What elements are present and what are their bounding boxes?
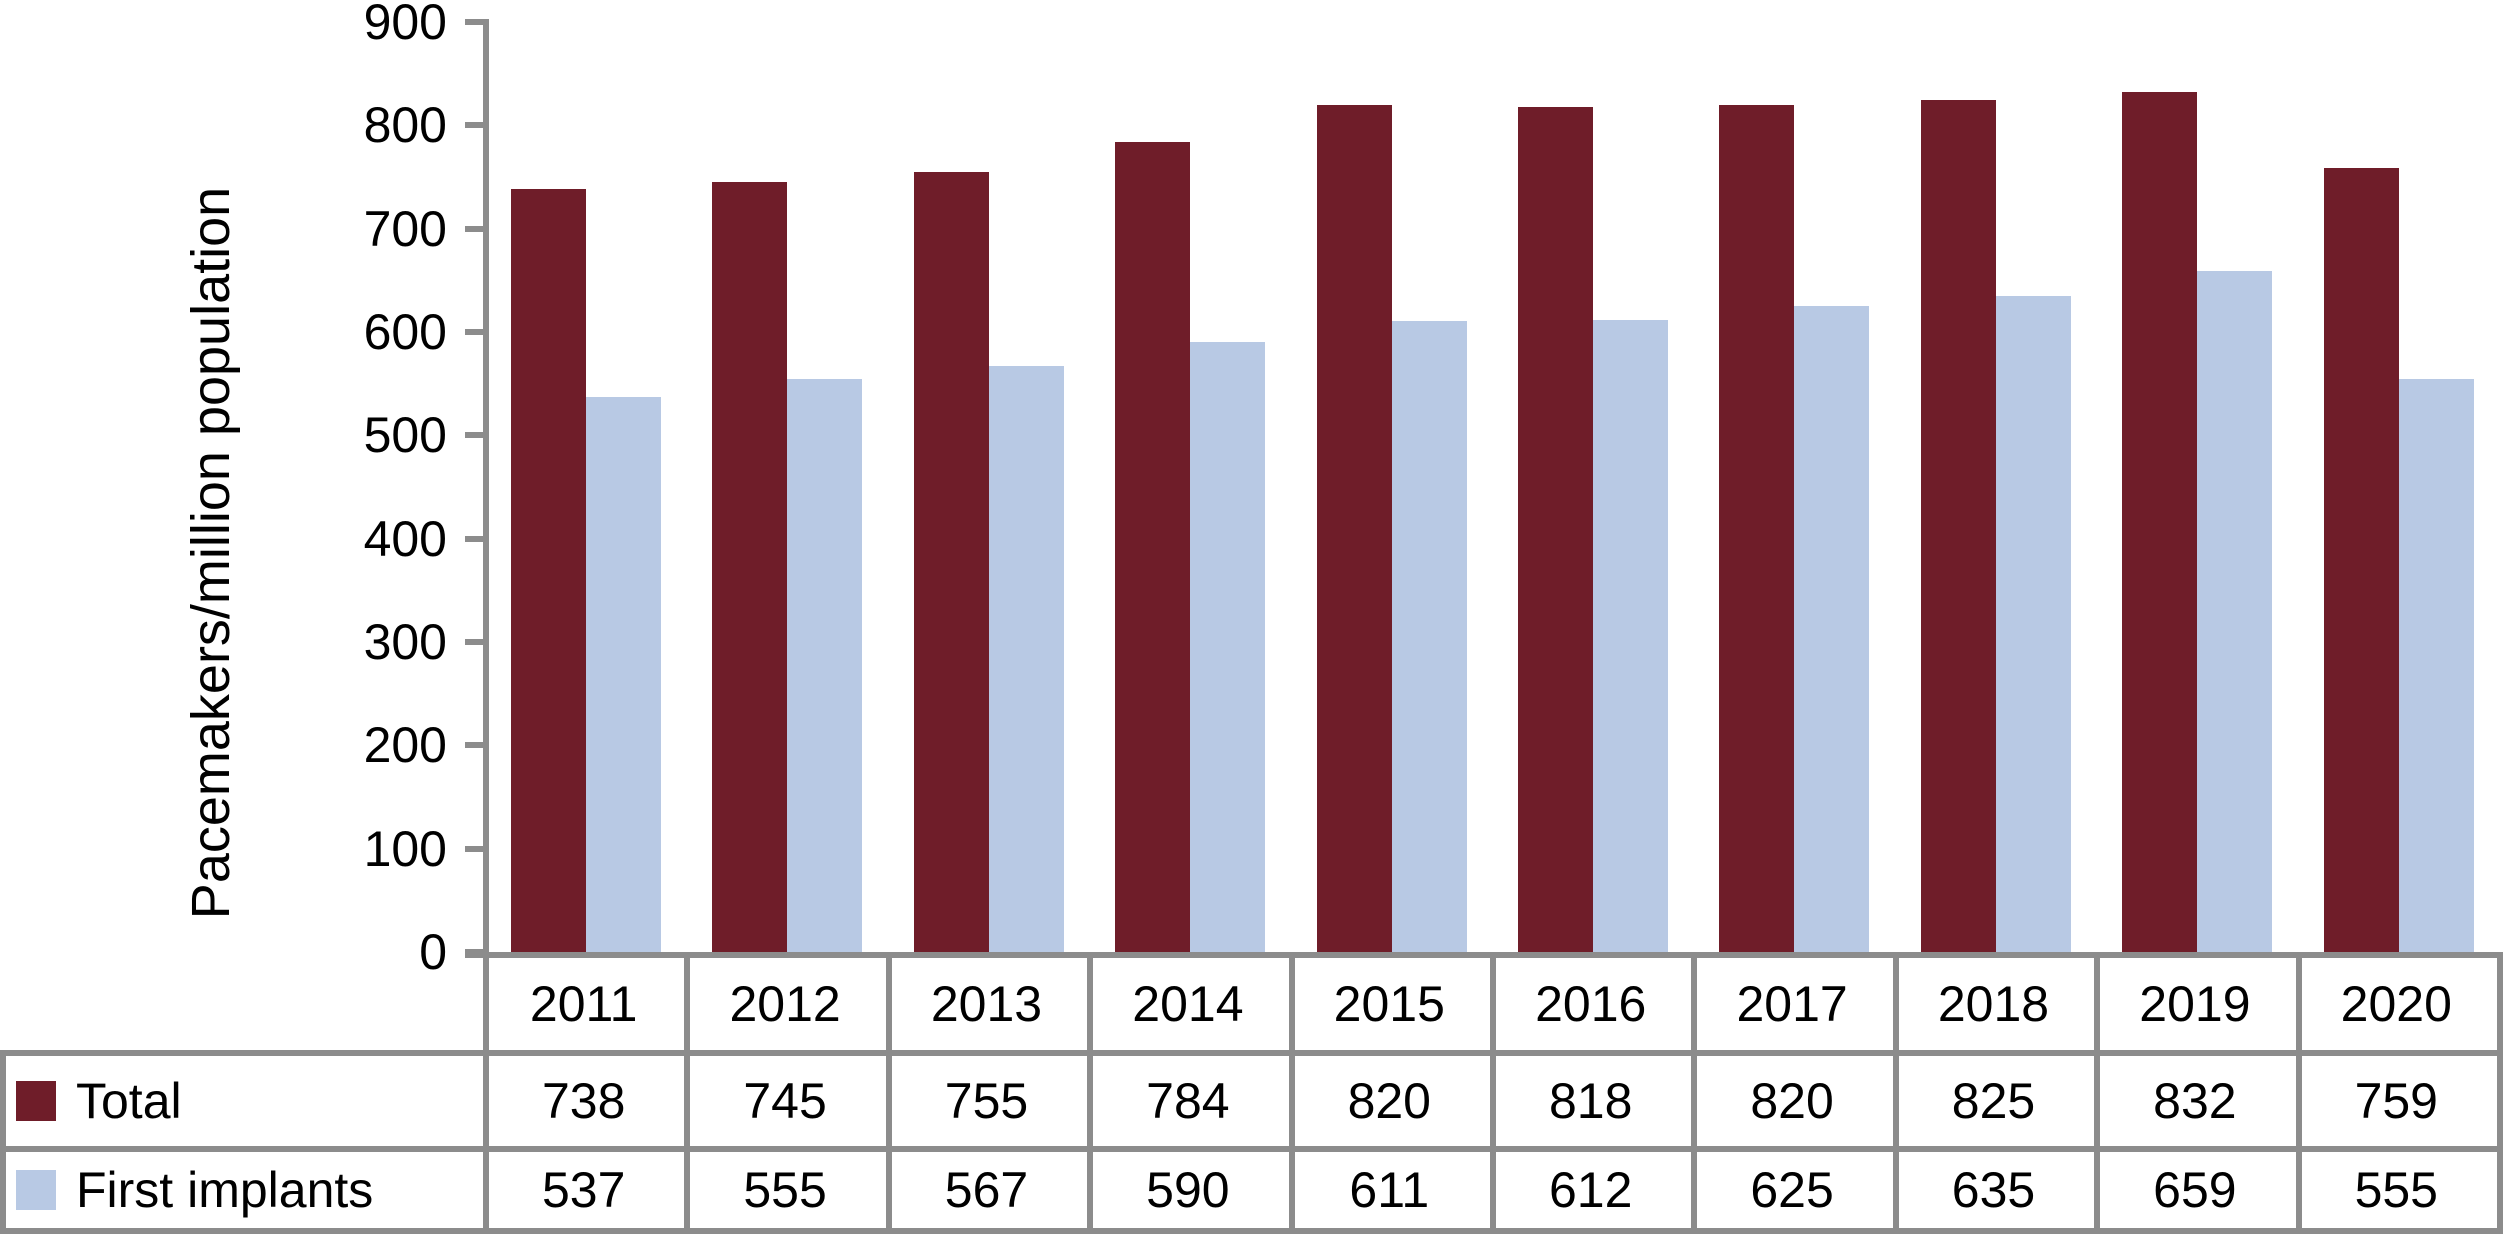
value-cell-total-2020: 759 [2354, 1073, 2438, 1129]
value-cell-total-2018: 825 [1951, 1073, 2036, 1129]
value-cell-first-implants-2011: 537 [541, 1162, 626, 1218]
y-tick-label: 400 [363, 510, 447, 567]
y-tick-mark [465, 225, 483, 232]
legend-label-total: Total [76, 1073, 182, 1129]
bar-total-2020 [2323, 167, 2399, 952]
bar-first-implants-2012 [787, 378, 863, 952]
year-header-cell: 2015 [1333, 976, 1445, 1032]
bar-first-implants-2016 [1593, 319, 1668, 952]
table-column-border [1087, 952, 1094, 1234]
table-column-border [1288, 952, 1295, 1234]
value-cell-first-implants-2014: 590 [1146, 1162, 1230, 1218]
year-header-cell: 2020 [2340, 976, 2452, 1032]
bar-first-implants-2011 [586, 397, 661, 952]
table-column-border [2295, 952, 2302, 1234]
value-cell-first-implants-2017: 625 [1750, 1162, 1834, 1218]
table-column-border [684, 952, 691, 1234]
legend-label-first-implants: First implants [76, 1162, 374, 1218]
year-header-cell: 2014 [1132, 976, 1244, 1032]
bar-total-2018 [1920, 99, 1996, 952]
y-tick-label: 800 [363, 97, 447, 154]
value-cell-first-implants-2015: 611 [1349, 1162, 1430, 1218]
year-header-cell: 2013 [930, 976, 1043, 1032]
y-tick-label: 900 [363, 0, 447, 50]
year-header-cell: 2016 [1535, 976, 1647, 1032]
value-cell-first-implants-2013: 567 [944, 1162, 1029, 1218]
value-cell-total-2014: 784 [1146, 1073, 1230, 1129]
year-header-cell: 2017 [1736, 976, 1848, 1032]
legend-swatch-first-implants [16, 1170, 56, 1210]
value-cell-total-2019: 832 [2153, 1073, 2237, 1129]
bar-first-implants-2017 [1794, 306, 1870, 952]
bar-first-implants-2013 [988, 366, 1064, 952]
table-column-border [2497, 952, 2503, 1234]
value-cell-total-2016: 818 [1548, 1073, 1633, 1129]
value-cell-first-implants-2018: 635 [1951, 1162, 2036, 1218]
table-left-border [0, 1050, 6, 1234]
bar-total-2011 [511, 189, 586, 952]
y-tick-mark [465, 122, 483, 129]
table-column-border [885, 952, 892, 1234]
value-cell-total-2013: 755 [944, 1073, 1029, 1129]
bar-first-implants-2018 [1995, 295, 2071, 952]
y-tick-mark [465, 845, 483, 852]
table-column-border [483, 952, 489, 1234]
table-bottom-border [0, 1228, 2503, 1234]
y-tick-mark [465, 19, 483, 25]
bar-first-implants-2019 [2197, 271, 2273, 952]
y-tick-label: 600 [363, 304, 447, 360]
value-cell-first-implants-2016: 612 [1548, 1162, 1633, 1218]
bar-total-2013 [913, 171, 989, 952]
value-cell-first-implants-2020: 555 [2354, 1162, 2438, 1218]
y-tick-mark [465, 329, 483, 335]
table-column-border [1490, 952, 1496, 1234]
bar-total-2015 [1316, 104, 1392, 952]
value-cell-first-implants-2019: 659 [2153, 1162, 2237, 1218]
bar-total-2019 [2122, 92, 2198, 952]
y-tick-label: 500 [363, 407, 447, 464]
year-header-cell: 2011 [529, 976, 638, 1032]
bar-first-implants-2014 [1190, 342, 1266, 952]
y-tick-mark [465, 639, 483, 645]
y-tick-label: 200 [363, 717, 447, 774]
table-column-border [1892, 952, 1899, 1234]
x-axis-line [465, 952, 2503, 958]
y-tick-label: 700 [363, 200, 447, 257]
value-cell-first-implants-2012: 555 [743, 1162, 827, 1218]
legend-swatch-total [16, 1081, 56, 1121]
y-tick-mark [465, 535, 483, 542]
value-cell-total-2011: 738 [541, 1073, 626, 1129]
value-cell-total-2017: 820 [1750, 1073, 1834, 1129]
year-header-cell: 2012 [729, 976, 841, 1032]
value-cell-total-2012: 745 [743, 1073, 827, 1129]
y-axis-line [483, 19, 489, 958]
year-header-cell: 2018 [1937, 976, 2050, 1032]
bar-total-2014 [1115, 141, 1191, 952]
year-header-cell: 2019 [2139, 976, 2251, 1032]
bar-first-implants-2020 [2398, 378, 2474, 952]
y-tick-mark [465, 432, 483, 439]
bar-total-2012 [712, 182, 788, 952]
bar-total-2017 [1719, 104, 1795, 952]
value-cell-total-2015: 820 [1347, 1073, 1431, 1129]
bar-total-2016 [1518, 106, 1593, 952]
y-tick-label: 300 [363, 614, 447, 670]
y-tick-mark [465, 742, 483, 749]
table-row-border [0, 1146, 2503, 1152]
y-tick-label: 100 [363, 820, 447, 877]
y-tick-label: 0 [419, 924, 447, 980]
table-column-border [1691, 952, 1698, 1234]
table-row-border [0, 1050, 2503, 1056]
bar-first-implants-2015 [1391, 320, 1467, 952]
table-column-border [2094, 952, 2101, 1234]
